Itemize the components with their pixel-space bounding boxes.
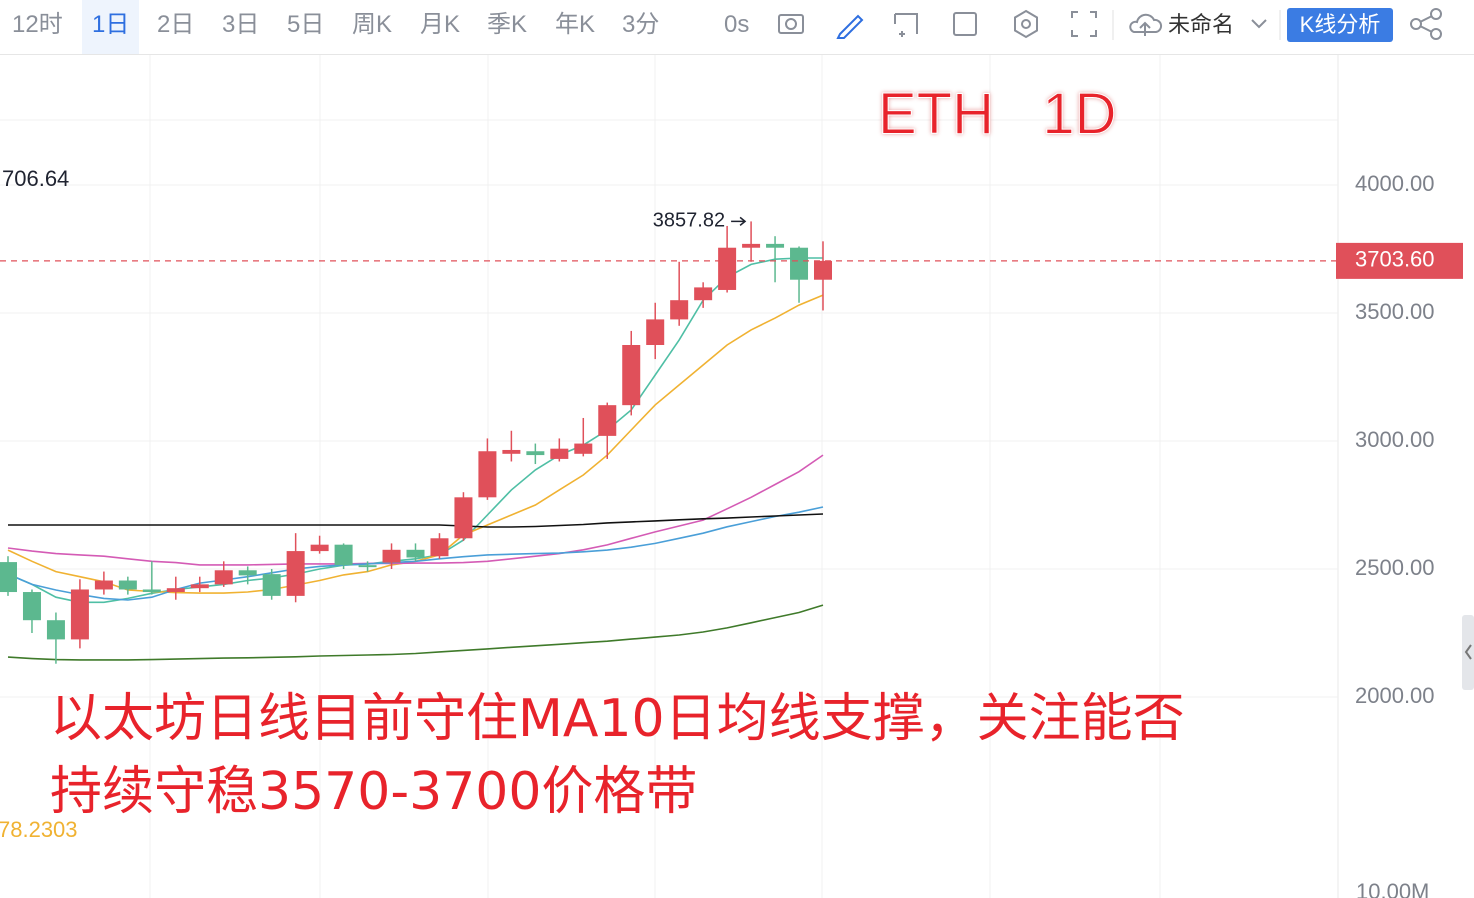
draw-icon[interactable]: [836, 14, 864, 39]
candle-body: [70, 589, 89, 640]
candle-body: [478, 451, 497, 498]
period-tab[interactable]: 5日: [287, 11, 325, 38]
candle-body: [22, 592, 41, 621]
period-tab[interactable]: 12时: [12, 11, 63, 38]
chart-title: ETH 1D: [878, 81, 1117, 146]
candle-body: [622, 345, 641, 406]
candle-body: [574, 443, 593, 454]
candle-body: [718, 247, 737, 290]
candle-body: [406, 549, 425, 558]
layout-name[interactable]: 未命名: [1168, 12, 1235, 37]
candle-body: [814, 260, 832, 280]
candle-body: [190, 584, 209, 589]
candle-body: [790, 247, 809, 280]
ma-line: [7, 604, 824, 661]
candle-body: [646, 319, 665, 345]
period-tab[interactable]: 年K: [555, 11, 596, 38]
candle-body: [694, 287, 713, 301]
period-tab[interactable]: 周K: [352, 11, 393, 38]
period-tab[interactable]: 3日: [222, 11, 260, 38]
share-icon[interactable]: [1419, 15, 1433, 33]
last-price-label: 3703.60: [1355, 247, 1435, 272]
chart: 2000.00 2500.00 3000.00 3500.00 4000.00 3857.…: [0, 55, 1474, 898]
candle-body: [382, 549, 401, 563]
y-tick-label: 3500.00: [1355, 299, 1435, 324]
candle-body: [766, 243, 785, 248]
scroll-handle[interactable]: [1462, 615, 1474, 690]
candle-body: [214, 570, 233, 585]
last-price-tag: [1336, 242, 1463, 279]
candle-body: [238, 570, 257, 576]
candle-body: [502, 449, 521, 454]
high-arrow: [731, 216, 747, 226]
candle-body: [118, 580, 137, 590]
y-tick-label: 4000.00: [1355, 171, 1435, 196]
side-label: 78.2303: [0, 817, 78, 842]
period-tab[interactable]: 月K: [420, 11, 461, 38]
y-tick-label: 3000.00: [1355, 427, 1435, 452]
analysis-button[interactable]: K线分析: [1287, 8, 1393, 42]
period-tab[interactable]: 季K: [487, 11, 528, 38]
candle-body: [526, 451, 545, 456]
timer[interactable]: 0s: [724, 11, 750, 38]
candle-body: [334, 544, 353, 566]
period-tab[interactable]: 3分: [622, 11, 660, 38]
candle-body: [286, 551, 305, 596]
y-tick-label: 2500.00: [1355, 555, 1435, 580]
cloud-icon[interactable]: [1129, 13, 1163, 36]
ma-line: [8, 513, 824, 528]
y-tick-label: 2000.00: [1355, 683, 1435, 708]
candle-body: [430, 538, 449, 557]
period-tab[interactable]: 2日: [157, 11, 195, 38]
candle-body: [742, 243, 761, 248]
camera-icon[interactable]: [778, 14, 804, 34]
fullscreen-icon[interactable]: [1071, 11, 1097, 37]
chevron-icon[interactable]: [1251, 19, 1267, 29]
candle-body: [46, 620, 65, 640]
strength-icon[interactable]: [953, 12, 977, 36]
candle-body: [262, 574, 281, 596]
toolbar: K线分析 12时 1日 2日 3日 5日 周K 月K 季K 年K 3分 0s 未命名: [0, 0, 1474, 55]
candle-body: [142, 589, 161, 593]
candle-body: [598, 405, 617, 436]
high-label: 3857.82: [653, 210, 725, 232]
candle-body: [166, 588, 185, 593]
candle-body: [94, 580, 113, 590]
candle-body: [670, 300, 689, 320]
side-label: 10.00M: [1356, 879, 1429, 898]
candle-body: [454, 497, 473, 539]
annotation: 以太坊日线目前守住MA10日均线支撑，关注能否: [50, 689, 1185, 749]
side-label: 706.64: [2, 166, 69, 191]
annotation: 持续守稳3570-3700价格带: [50, 762, 697, 822]
ma-line: [7, 454, 824, 566]
crop-icon[interactable]: [894, 13, 918, 37]
candle-body: [550, 448, 569, 459]
candle-body: [358, 565, 377, 568]
candle-body: [0, 562, 17, 593]
period-tab[interactable]: 1日: [82, 0, 140, 54]
candle-body: [310, 544, 329, 552]
settings-icon[interactable]: [1014, 9, 1038, 39]
